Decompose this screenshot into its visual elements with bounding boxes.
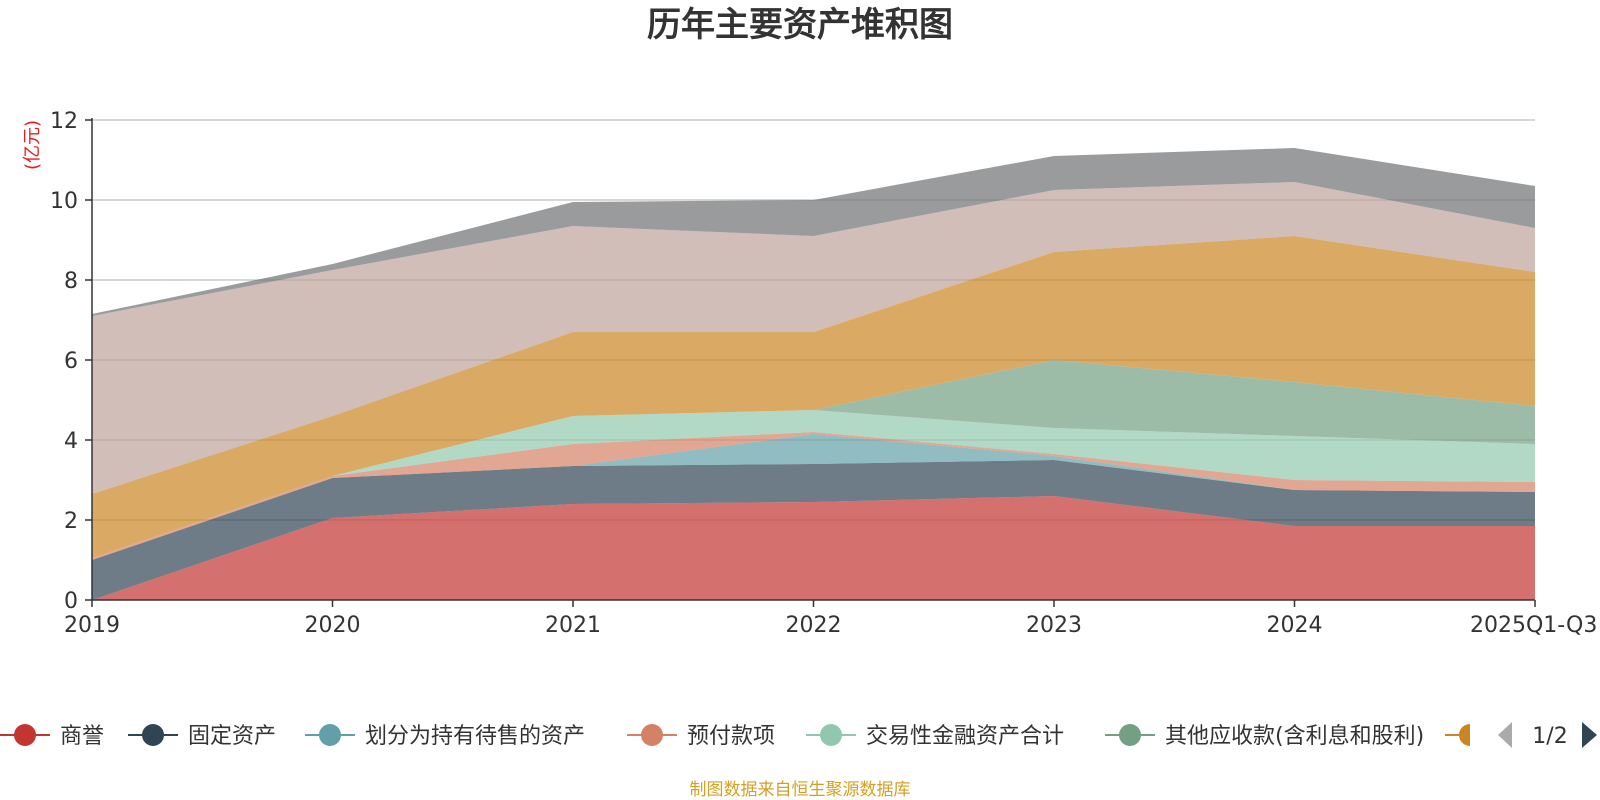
legend-item-划分为持有待售的资产[interactable]: 划分为持有待售的资产: [305, 724, 585, 749]
area-series-货币资金[interactable]: [92, 148, 1535, 316]
axes: 0 2 4 6 8 10 12 2019 2020 2021 2022 2023 2024 2025Q1-…: [50, 109, 1597, 638]
area-series-存货[interactable]: [92, 236, 1535, 558]
area-series-固定资产[interactable]: [92, 460, 1535, 600]
legend-swatch-dot: [319, 724, 341, 746]
legend-page-indicator: 1/2: [1532, 724, 1567, 749]
x-tick-label: 2025Q1-Q3: [1470, 613, 1597, 638]
legend-pager: 1/2: [1498, 722, 1597, 749]
legend-swatch-dot: [1119, 724, 1141, 746]
legend-next-page-icon[interactable]: [1582, 722, 1597, 748]
area-series-预付款项[interactable]: [92, 432, 1535, 560]
x-tick-label: 2019: [64, 613, 120, 638]
legend-label: 其他应收款(含利息和股利): [1165, 724, 1424, 749]
legend-item-商誉[interactable]: 商誉: [0, 724, 104, 749]
legend-item-交易性金融资产合计[interactable]: 交易性金融资产合计: [806, 724, 1064, 749]
area-series-其他应收款(含利息和股利)[interactable]: [92, 360, 1535, 558]
y-tick-label: 12: [50, 109, 78, 134]
y-tick-label: 10: [50, 189, 78, 214]
area-series: [92, 148, 1535, 600]
area-series-商誉[interactable]: [92, 496, 1535, 600]
y-axis-unit: (亿元): [22, 120, 43, 170]
legend-item-其他应收款(含利息和股利)[interactable]: 其他应收款(含利息和股利): [1105, 724, 1424, 749]
legend-label: 商誉: [60, 724, 104, 749]
legend-swatch-dot: [820, 724, 842, 746]
legend-overflow-mask: [1470, 715, 1600, 755]
x-tick-label: 2023: [1026, 613, 1082, 638]
legend-swatch-dot: [142, 724, 164, 746]
legend-label: 划分为持有待售的资产: [365, 724, 585, 749]
legend-label: 预付款项: [687, 724, 775, 749]
legend-label: 固定资产: [188, 724, 276, 749]
legend-prev-page-icon[interactable]: [1498, 722, 1512, 748]
legend-item-固定资产[interactable]: 固定资产: [128, 724, 276, 749]
legend-item-预付款项[interactable]: 预付款项: [627, 724, 775, 749]
y-tick-label: 4: [64, 429, 78, 454]
area-series-划分为持有待售的资产[interactable]: [92, 434, 1535, 560]
y-tick-label: 8: [64, 269, 78, 294]
y-tick-label: 6: [64, 349, 78, 374]
data-source-note: 制图数据来自恒生聚源数据库: [690, 780, 911, 800]
x-tick-label: 2020: [305, 613, 361, 638]
y-tick-label: 0: [64, 589, 78, 614]
y-tick-label: 2: [64, 509, 78, 534]
x-tick-label: 2022: [786, 613, 842, 638]
legend-swatch-dot: [641, 724, 663, 746]
legend-label: 交易性金融资产合计: [866, 724, 1064, 749]
area-series-交易性金融资产合计[interactable]: [92, 410, 1535, 558]
legend-swatch-dot: [14, 724, 36, 746]
x-tick-label: 2021: [545, 613, 601, 638]
x-tick-label: 2024: [1267, 613, 1323, 638]
legend: 商誉 固定资产 划分为持有待售的资产 预付款项 交易性金融资产合计 其他应收款(含利息和股…: [0, 715, 1600, 755]
chart-title: 历年主要资产堆积图: [647, 5, 953, 45]
area-series-应收账款[interactable]: [92, 182, 1535, 494]
